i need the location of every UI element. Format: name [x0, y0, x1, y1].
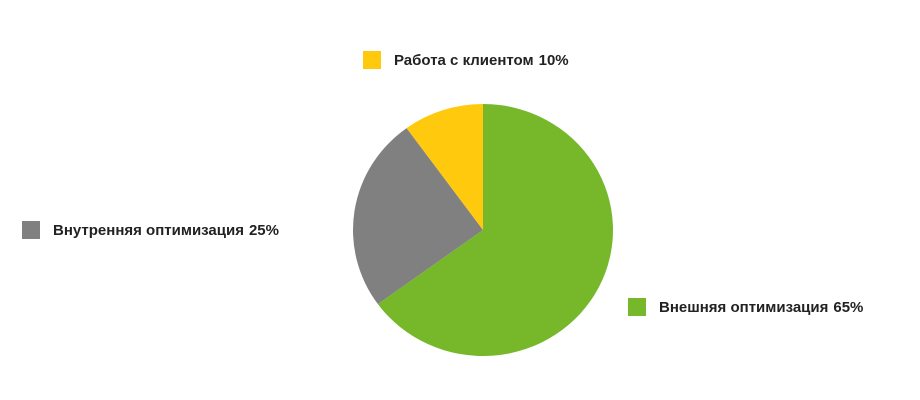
legend-value: 10%: [539, 52, 569, 69]
pie-slice: [353, 128, 483, 305]
legend-label: Внешняя оптимизация 65%: [659, 299, 863, 316]
legend-value: 25%: [249, 222, 279, 239]
legend-swatch: [363, 51, 381, 69]
pie-slice: [406, 104, 483, 230]
pie-slice: [377, 104, 613, 356]
legend-value: 65%: [833, 299, 863, 316]
legend-category: Работа с клиентом: [394, 52, 534, 69]
legend-label: Внутренняя оптимизация 25%: [53, 222, 279, 239]
legend-category: Внутренняя оптимизация: [53, 222, 244, 239]
legend-label: Работа с клиентом 10%: [394, 52, 569, 69]
legend-swatch: [628, 298, 646, 316]
legend-category: Внешняя оптимизация: [659, 299, 828, 316]
legend-swatch: [22, 221, 40, 239]
